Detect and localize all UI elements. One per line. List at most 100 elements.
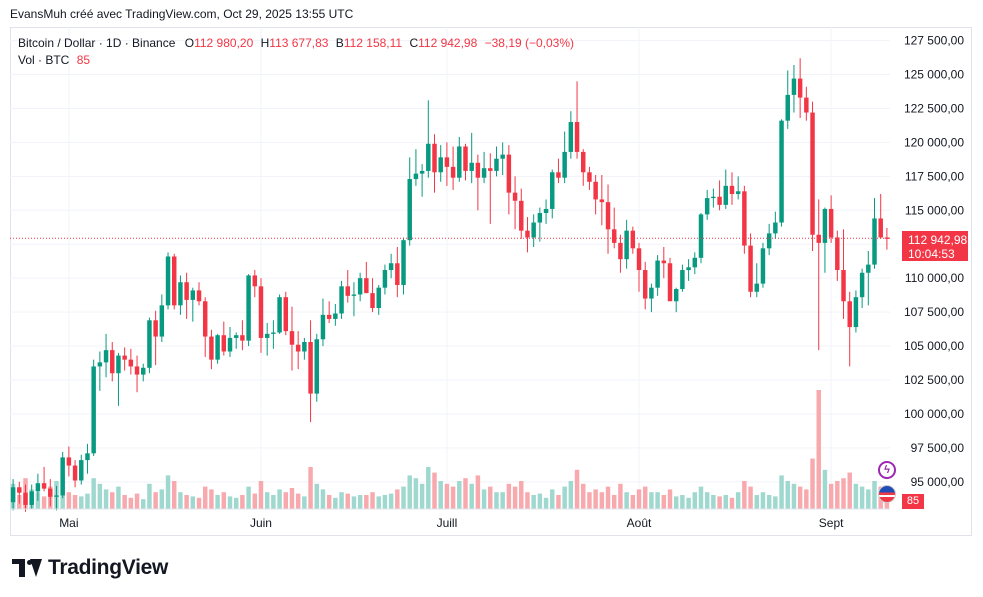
price-axis: 95 000,00 97 500,00 100 000,00 102 500,00 10…: [904, 34, 964, 489]
candle-body: [661, 260, 667, 264]
candle-body: [190, 290, 196, 300]
close-value: 112 942,98: [418, 36, 478, 50]
candle-body: [525, 230, 530, 238]
last-price-value: 112 942,98: [908, 233, 968, 247]
volume-bar: [785, 481, 790, 509]
y-tick-label: 95 000,00: [911, 475, 965, 489]
candle-body: [494, 158, 499, 171]
candlestick-chart[interactable]: 95 000,00 97 500,00 100 000,00 102 500,00 10…: [10, 27, 972, 536]
us-flag-icon[interactable]: [878, 485, 896, 503]
candle-body: [760, 248, 766, 284]
volume-bar: [171, 481, 177, 509]
candle-body: [159, 305, 165, 337]
candle-body: [240, 335, 245, 341]
y-tick-label: 122 500,00: [904, 101, 964, 115]
flash-event-icon[interactable]: ϟ: [878, 461, 896, 479]
candle-body: [847, 301, 852, 328]
volume-bar: [110, 492, 115, 509]
chart-grid: [10, 27, 890, 509]
candle-body: [85, 453, 90, 461]
volume-bar: [537, 493, 543, 509]
volume-bar: [450, 486, 456, 509]
volume-bar: [364, 495, 369, 509]
volume-bar: [66, 492, 72, 509]
volume-bar: [835, 481, 840, 509]
volume-bar: [333, 497, 338, 509]
volume-bar: [178, 492, 183, 509]
volume-bar: [531, 495, 536, 509]
volume-bar: [122, 495, 127, 509]
candle-body: [395, 263, 400, 285]
volume-bar: [816, 390, 821, 509]
volume-bar: [165, 475, 171, 509]
volume-bar: [475, 475, 481, 509]
time-axis: MaiJuinJuillAoûtSeptOct: [10, 508, 890, 530]
candle-body: [866, 264, 871, 273]
candle-body: [797, 78, 803, 98]
volume-bar: [351, 496, 357, 509]
volume-bar: [574, 469, 580, 509]
volume-bar: [184, 495, 189, 509]
volume-bar: [320, 489, 326, 509]
candles: [10, 58, 890, 512]
symbol-label[interactable]: Bitcoin / Dollar · 1D · Binance: [18, 36, 176, 50]
candle-body: [469, 162, 474, 171]
volume-bar: [593, 489, 598, 509]
candle-body: [704, 198, 710, 215]
volume-bar: [134, 493, 140, 509]
volume-bar: [630, 495, 636, 509]
tradingview-brand[interactable]: TradingView: [12, 556, 168, 580]
candle-body: [692, 257, 698, 268]
candle-body: [196, 290, 202, 302]
candle-body: [271, 332, 276, 334]
candle-body: [302, 341, 307, 352]
volume-bar: [543, 497, 549, 509]
volume-bar: [804, 489, 809, 509]
open-label: O: [184, 36, 195, 50]
volume-bar: [581, 483, 586, 509]
last-price-tag: 112 942,98 10:04:53: [902, 231, 968, 261]
candle-body: [822, 208, 828, 243]
candle-body: [295, 344, 301, 352]
volume-bar: [525, 492, 530, 509]
volume-bar: [283, 492, 289, 509]
candle-body: [655, 260, 660, 288]
candle-body: [537, 213, 543, 223]
candle-body: [10, 487, 16, 503]
candle-body: [717, 196, 722, 205]
candle-body: [351, 294, 357, 296]
volume-label[interactable]: Vol · BTC: [18, 53, 70, 67]
candle-body: [48, 488, 53, 497]
candle-body: [72, 465, 78, 481]
volume-bar: [500, 492, 505, 509]
volume-bar: [308, 467, 313, 509]
volume-bar: [246, 486, 251, 509]
candle-body: [370, 293, 375, 309]
candle-body: [178, 282, 183, 306]
candle-body: [562, 151, 567, 178]
y-tick-label: 117 500,00: [905, 169, 964, 183]
candle-body: [376, 287, 381, 309]
volume-bar: [79, 496, 84, 509]
candle-body: [103, 350, 109, 363]
candle-body: [574, 122, 580, 152]
volume-bar: [388, 493, 394, 509]
candle-body: [587, 172, 592, 182]
y-tick-label: 100 000,00: [904, 407, 964, 421]
volume-bar: [376, 496, 381, 509]
candle-body: [785, 94, 790, 121]
candle-body: [320, 314, 326, 340]
volume-bar: [277, 489, 282, 509]
candle-body: [122, 355, 127, 360]
volume-bar: [41, 496, 47, 509]
candle-body: [326, 314, 332, 319]
y-tick-label: 102 500,00: [904, 373, 964, 387]
volume-bar: [395, 489, 400, 509]
volume-bar: [618, 483, 623, 509]
volume-bar: [258, 481, 264, 509]
volume-bar: [202, 486, 208, 509]
volume-bar: [128, 497, 134, 509]
low-value: 112 158,11: [343, 36, 403, 50]
candle-body: [475, 162, 481, 178]
candle-body: [438, 157, 443, 173]
